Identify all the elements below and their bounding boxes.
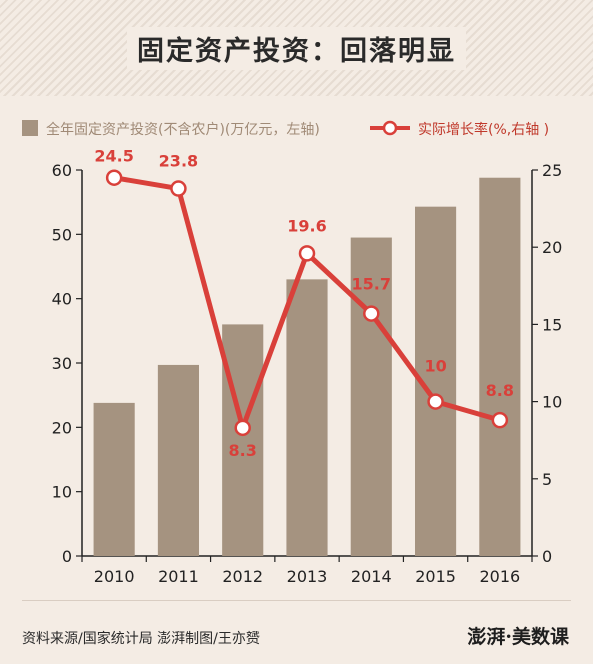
x-tick-label: 2015 [415,567,456,586]
x-tick-label: 2016 [479,567,520,586]
y-right-tick-label: 10 [542,393,562,412]
y-left-tick-label: 40 [52,290,72,309]
y-left-tick-label: 10 [52,483,72,502]
y-left-tick-label: 30 [52,354,72,373]
x-tick-label: 2014 [351,567,392,586]
growth-data-label: 8.8 [486,381,514,400]
source-credit: 资料来源/国家统计局 澎湃制图/王亦赟 [22,631,260,647]
x-tick-label: 2010 [94,567,135,586]
bar [286,279,328,556]
y-left-tick-label: 0 [62,547,72,566]
x-tick-label: 2013 [287,567,328,586]
y-left-tick-label: 20 [52,418,72,437]
y-right-tick-label: 0 [542,547,552,566]
y-right-tick-label: 20 [542,238,562,257]
growth-data-label: 15.7 [352,275,391,294]
chart-area: 0 10 20 30 40 50 60 0 5 10 15 20 25 2010 2011 2012 2013 2… [52,147,563,586]
growth-data-label: 23.8 [159,152,198,171]
growth-point [298,245,316,262]
growth-point [105,169,123,186]
bar [93,402,135,556]
growth-point [427,393,444,410]
bar [157,364,199,556]
y-right-tick-label: 25 [542,161,562,180]
x-tick-label: 2011 [158,567,199,586]
x-tick-label: 2012 [222,567,263,586]
bar [222,324,264,556]
y-left-tick-label: 60 [52,161,72,180]
growth-data-label: 24.5 [94,147,133,166]
legend-line-label: 实际增长率(%,右轴 ) [418,122,550,138]
growth-point [363,305,380,322]
y-left-tick-label: 50 [52,225,72,244]
legend-bar-swatch [22,120,38,136]
legend-bar-label: 全年固定资产投资(不含农户)(万亿元，左轴) [46,122,320,138]
y-right-tick-label: 5 [542,470,552,489]
bar [479,177,521,556]
growth-point [491,411,509,429]
growth-point [170,180,187,197]
growth-data-label: 10 [424,357,446,376]
footer-divider [22,600,571,601]
y-right-tick-label: 15 [542,315,562,334]
bar [350,237,392,557]
brand-logo: 澎湃·美数课 [467,626,569,648]
chart-title: 固定资产投资：回落明显 [127,26,466,70]
legend: 全年固定资产投资(不含农户)(万亿元，左轴) 实际增长率(%,右轴 ) [0,116,593,140]
growth-data-label: 19.6 [287,216,326,235]
growth-point [234,419,251,437]
growth-data-label: 8.3 [229,441,257,460]
title-area: 固定资产投资：回落明显 [0,0,593,96]
legend-line-swatch [370,120,410,136]
